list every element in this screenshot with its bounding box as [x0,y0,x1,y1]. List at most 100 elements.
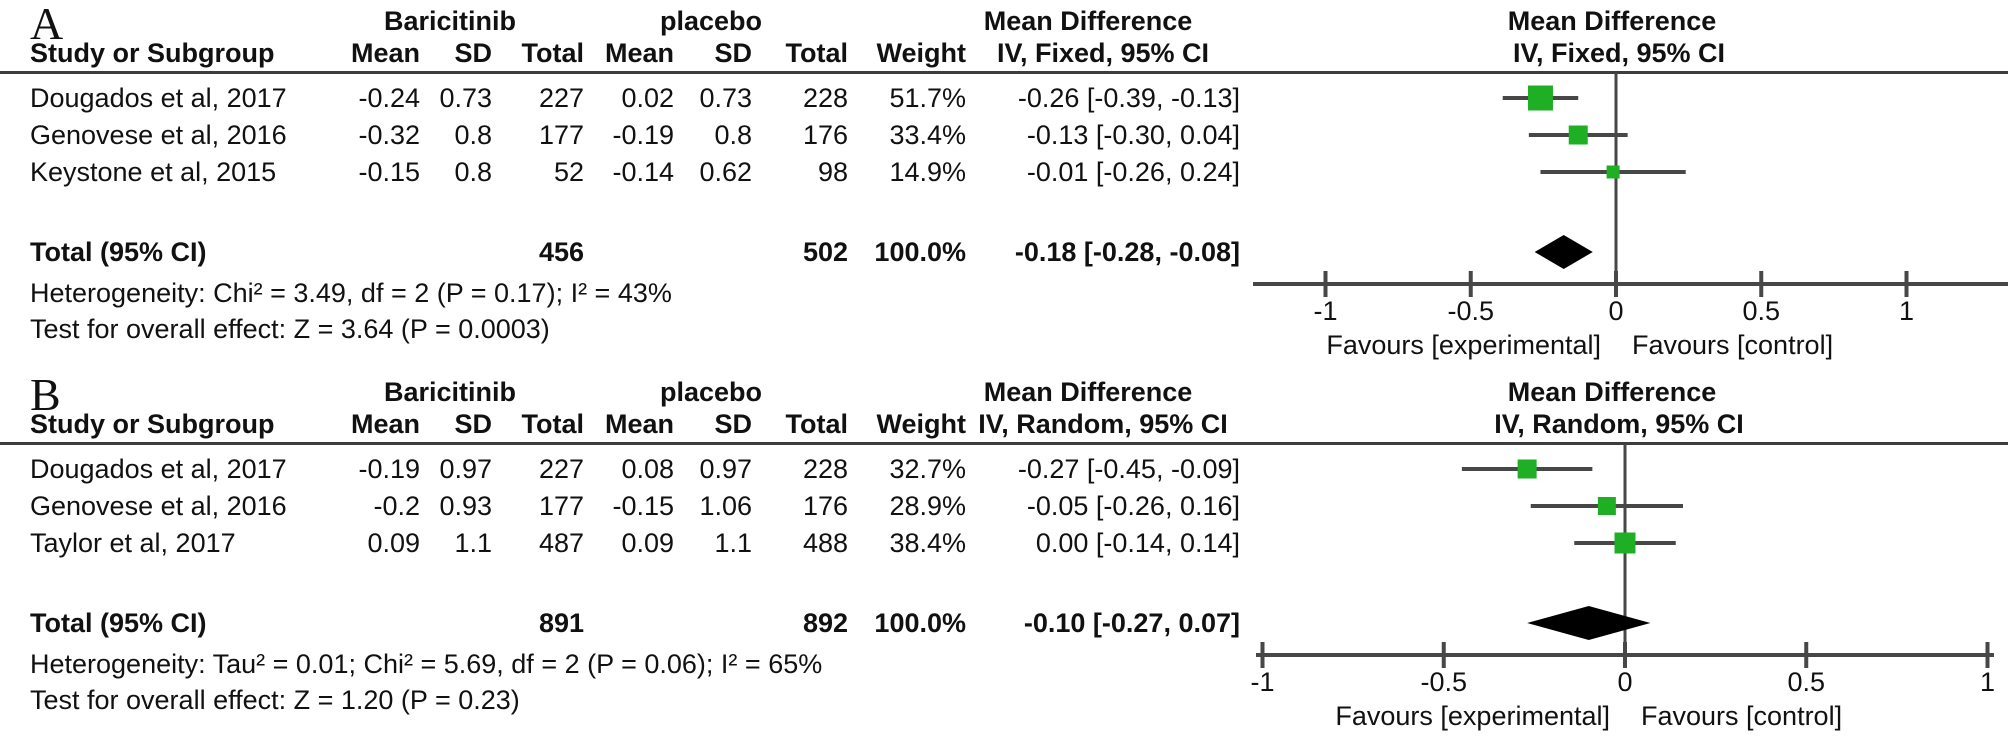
study-n2: 176 [802,120,848,150]
axis-tick-label: 0.5 [1742,296,1781,326]
axis-tick-label: -1 [1250,667,1275,697]
heterogeneity-text: Heterogeneity: Chi² = 3.49, df = 2 (P = … [30,278,672,308]
overall-effect-text: Test for overall effect: Z = 1.20 (P = 0… [30,685,520,715]
study-mean1: -0.15 [358,157,420,187]
study-mean2: 0.09 [621,528,674,558]
study-sd1: 0.73 [439,83,492,113]
study-name: Genovese et al, 2016 [30,120,287,150]
col-header-ci-method-table: IV, Random, 95% CI [978,409,1228,439]
study-sd1: 0.8 [454,157,492,187]
study-sd2: 1.1 [714,528,752,558]
study-mean2: -0.14 [612,157,674,187]
study-weight: 32.7% [889,454,966,484]
group-header-treatment: Baricitinib [383,377,517,407]
total-row-label: Total (95% CI) [30,237,207,267]
favours-experimental-label: Favours [experimental] [1335,701,1610,731]
study-name: Keystone et al, 2015 [30,157,277,187]
col-header-sd-2: SD [714,409,752,439]
col-header-mean-2: Mean [604,38,674,68]
study-mean1: -0.2 [373,491,420,521]
study-name: Genovese et al, 2016 [30,491,287,521]
total-n-treatment: 891 [538,608,584,638]
study-n1: 227 [538,83,584,113]
overall-effect-text: Test for overall effect: Z = 3.64 (P = 0… [30,314,550,344]
header-rule [0,71,2008,74]
study-n2: 228 [802,83,848,113]
axis-tick-label: 1 [1979,667,1996,697]
total-row-label: Total (95% CI) [30,608,207,638]
axis-tick-label: -0.5 [1447,296,1495,326]
col-header-total-2: Total [785,38,849,68]
col-header-ci-method-plot: IV, Fixed, 95% CI [1512,38,1726,68]
group-header-control: placebo [659,377,763,407]
favours-experimental-label: Favours [experimental] [1326,330,1601,360]
study-sd1: 0.8 [454,120,492,150]
study-sd2: 1.06 [699,491,752,521]
study-n1: 177 [538,491,584,521]
axis-tick-label: 1 [1898,296,1915,326]
study-n2: 228 [802,454,848,484]
total-n-control: 502 [802,237,848,267]
study-sd2: 0.73 [699,83,752,113]
effect-square [1614,532,1636,554]
panel-b-label: B [30,369,61,420]
col-header-total-1: Total [521,38,585,68]
study-ci_text: 0.00 [-0.14, 0.14] [1035,528,1240,558]
study-sd2: 0.97 [699,454,752,484]
study-weight: 51.7% [889,83,966,113]
study-mean2: 0.02 [621,83,674,113]
study-sd1: 0.97 [439,454,492,484]
study-n2: 488 [802,528,848,558]
col-header-mean-2: Mean [604,409,674,439]
header-rule [0,442,2008,445]
col-header-study: Study or Subgroup [30,409,275,439]
study-weight: 28.9% [889,491,966,521]
study-sd2: 0.8 [714,120,752,150]
axis-tick-label: -0.5 [1420,667,1468,697]
col-header-study: Study or Subgroup [30,38,275,68]
effect-square [1527,85,1553,111]
study-name: Taylor et al, 2017 [30,528,236,558]
study-weight: 38.4% [889,528,966,558]
total-diamond [1534,235,1593,269]
effect-square [1517,459,1537,479]
col-header-mean-1: Mean [350,409,420,439]
study-n1: 227 [538,454,584,484]
col-header-ci-method-table: IV, Fixed, 95% CI [996,38,1210,68]
favours-control-label: Favours [control] [1632,330,1834,360]
study-mean1: -0.32 [358,120,420,150]
study-mean1: -0.24 [358,83,420,113]
col-header-sd-1: SD [454,409,492,439]
favours-control-label: Favours [control] [1641,701,1843,731]
effect-square [1568,125,1588,145]
study-sd1: 0.93 [439,491,492,521]
effect-square [1597,497,1616,515]
study-weight: 33.4% [889,120,966,150]
study-mean2: 0.08 [621,454,674,484]
col-header-weight: Weight [876,38,967,68]
study-ci_text: -0.13 [-0.30, 0.04] [1026,120,1240,150]
study-ci_text: -0.01 [-0.26, 0.24] [1026,157,1240,187]
total-weight: 100.0% [874,608,966,638]
panel-a-label: A [30,0,64,49]
total-ci-text: -0.18 [-0.28, -0.08] [1014,237,1240,267]
study-ci_text: -0.27 [-0.45, -0.09] [1017,454,1240,484]
study-sd2: 0.62 [699,157,752,187]
panel-a: A Baricitinib placebo Mean Difference Me… [0,0,2008,368]
col-header-mean-1: Mean [350,38,420,68]
axis-tick-label: 0.5 [1787,667,1826,697]
study-n2: 176 [802,491,848,521]
study-ci_text: -0.05 [-0.26, 0.16] [1026,491,1240,521]
study-ci_text: -0.26 [-0.39, -0.13] [1017,83,1240,113]
col-header-ci-method-plot: IV, Random, 95% CI [1494,409,1744,439]
total-ci-text: -0.10 [-0.27, 0.07] [1023,608,1240,638]
study-n2: 98 [817,157,848,187]
study-mean1: 0.09 [367,528,420,558]
total-n-treatment: 456 [538,237,584,267]
col-header-total-2: Total [785,409,849,439]
study-weight: 14.9% [889,157,966,187]
study-mean2: -0.15 [612,491,674,521]
col-header-weight: Weight [876,409,967,439]
study-name: Dougados et al, 2017 [30,83,287,113]
